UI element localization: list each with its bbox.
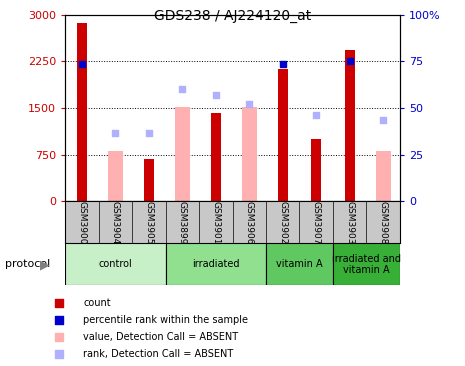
Point xyxy=(55,334,62,340)
Point xyxy=(212,92,219,98)
Bar xyxy=(266,243,333,285)
Text: GSM3899: GSM3899 xyxy=(178,201,187,244)
Bar xyxy=(77,23,87,201)
Text: GDS238 / AJ224120_at: GDS238 / AJ224120_at xyxy=(154,9,311,23)
Point xyxy=(112,130,119,136)
Point xyxy=(379,117,387,123)
Text: GSM3904: GSM3904 xyxy=(111,201,120,244)
Text: percentile rank within the sample: percentile rank within the sample xyxy=(83,315,248,325)
Bar xyxy=(175,107,190,201)
Text: ▶: ▶ xyxy=(40,258,49,271)
Text: GSM3905: GSM3905 xyxy=(144,201,153,244)
Bar xyxy=(242,107,257,201)
Bar xyxy=(345,50,355,201)
Point xyxy=(55,300,62,306)
Point xyxy=(279,61,286,67)
Bar xyxy=(65,243,166,285)
Point xyxy=(246,101,253,107)
Text: vitamin A: vitamin A xyxy=(276,259,323,269)
Text: irradiated: irradiated xyxy=(192,259,239,269)
Text: GSM3906: GSM3906 xyxy=(245,201,254,244)
Bar xyxy=(376,151,391,201)
Point xyxy=(179,86,186,92)
Point xyxy=(55,317,62,323)
Text: GSM3902: GSM3902 xyxy=(278,201,287,244)
Text: GSM3901: GSM3901 xyxy=(211,201,220,244)
Text: rank, Detection Call = ABSENT: rank, Detection Call = ABSENT xyxy=(83,349,233,359)
Text: control: control xyxy=(99,259,132,269)
Bar xyxy=(333,243,400,285)
Point xyxy=(346,58,353,64)
Text: GSM3903: GSM3903 xyxy=(345,201,354,244)
Bar xyxy=(211,113,221,201)
Bar xyxy=(108,151,123,201)
Text: GSM3907: GSM3907 xyxy=(312,201,321,244)
Bar xyxy=(278,69,288,201)
Point xyxy=(55,351,62,356)
Text: GSM3908: GSM3908 xyxy=(379,201,388,244)
Point xyxy=(312,112,320,118)
Bar xyxy=(144,159,154,201)
Bar xyxy=(311,139,321,201)
Text: GSM3900: GSM3900 xyxy=(77,201,86,244)
Text: value, Detection Call = ABSENT: value, Detection Call = ABSENT xyxy=(83,332,239,342)
Point xyxy=(145,130,153,136)
Text: count: count xyxy=(83,298,111,308)
Bar xyxy=(166,243,266,285)
Point xyxy=(78,61,86,67)
Text: irradiated and
vitamin A: irradiated and vitamin A xyxy=(332,254,401,275)
Text: protocol: protocol xyxy=(5,259,50,269)
